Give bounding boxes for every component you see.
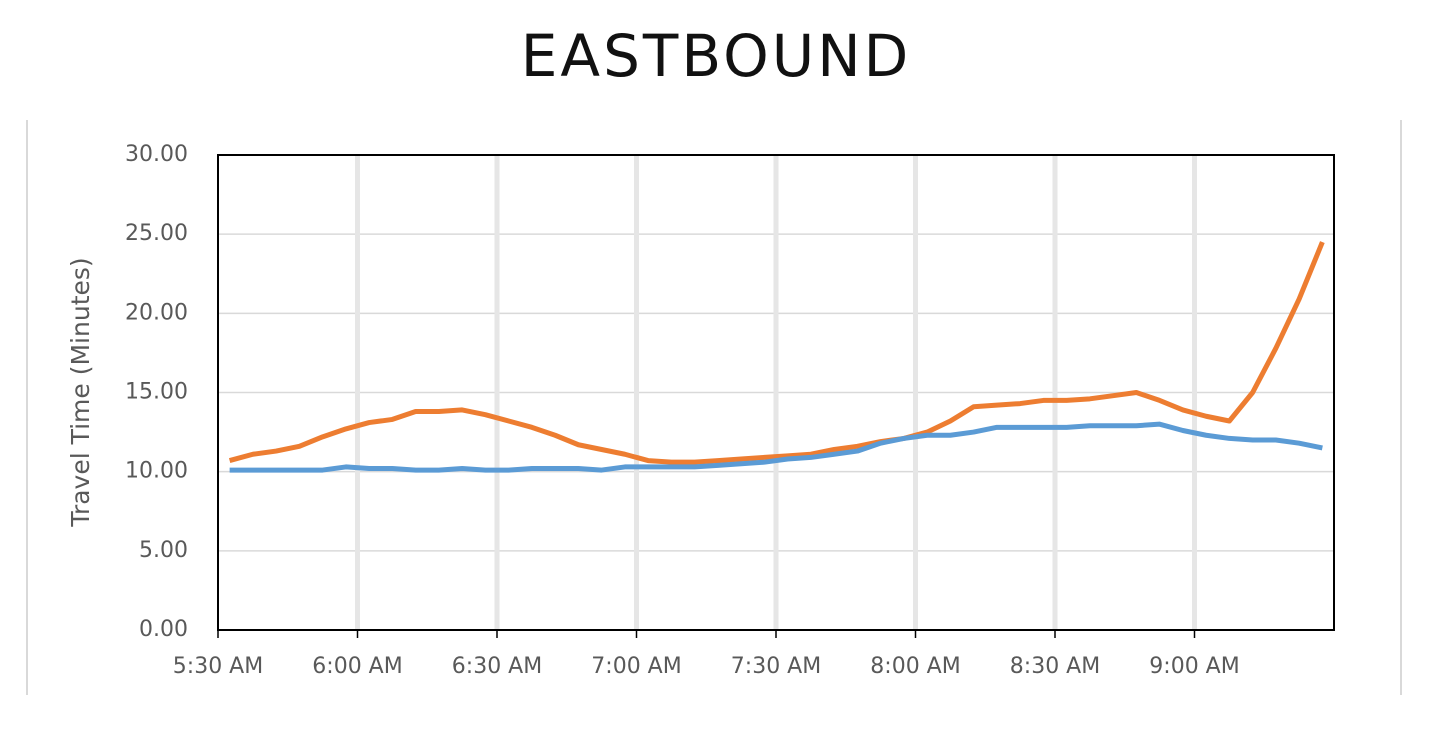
data-line bbox=[228, 241, 1325, 465]
x-tick-label: 6:30 AM bbox=[452, 654, 542, 679]
y-tick-label: 5.00 bbox=[139, 538, 188, 563]
y-axis-label: Travel Time (Minutes) bbox=[66, 257, 95, 527]
y-tick-label: 30.00 bbox=[125, 142, 188, 167]
chart-title: EASTBOUND bbox=[521, 22, 912, 90]
y-tick-label: 20.00 bbox=[125, 300, 188, 325]
x-tick-label: 8:00 AM bbox=[870, 654, 960, 679]
x-tick-label: 6:00 AM bbox=[312, 654, 402, 679]
y-tick-label: 10.00 bbox=[125, 459, 188, 484]
y-tick-label: 25.00 bbox=[125, 221, 188, 246]
x-tick-label: 9:00 AM bbox=[1149, 654, 1239, 679]
y-tick-label: 0.00 bbox=[139, 617, 188, 642]
y-tick-label: 15.00 bbox=[125, 380, 188, 405]
plot-border bbox=[217, 154, 1335, 631]
x-tick-label: 5:30 AM bbox=[173, 654, 263, 679]
x-tick-label: 7:00 AM bbox=[591, 654, 681, 679]
x-tick-label: 8:30 AM bbox=[1010, 654, 1100, 679]
data-line bbox=[229, 421, 1323, 473]
x-tick-label: 7:30 AM bbox=[731, 654, 821, 679]
